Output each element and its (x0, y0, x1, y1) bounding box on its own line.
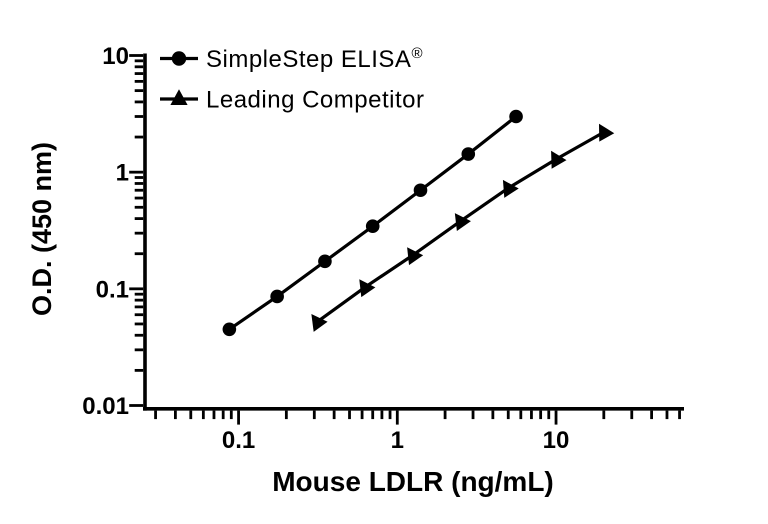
x-tick-label: 1 (391, 427, 404, 454)
circle-marker (222, 322, 237, 337)
y-axis-title: O.D. (450 nm) (27, 142, 57, 316)
y-tick-label: 10 (102, 43, 129, 70)
ticks (129, 54, 681, 425)
triangle-marker (454, 213, 471, 232)
tick-labels: 0.1 1 10 10 1 0.1 0.01 (82, 43, 569, 454)
triangle-marker (502, 179, 519, 198)
legend-label-text: SimpleStep ELISA (206, 46, 411, 73)
triangle-marker (551, 150, 567, 169)
series-simplestep-elisa (222, 109, 523, 337)
y-tick-label: 1 (116, 160, 129, 187)
legend-label-superscript: ® (411, 45, 423, 62)
legend-item-leading-competitor: Leading Competitor (160, 87, 424, 114)
legend-item-simplestep-elisa: SimpleStep ELISA® (160, 45, 423, 73)
circle-marker (413, 183, 428, 198)
legend: SimpleStep ELISA® Leading Competitor (160, 45, 424, 114)
legend-label: Leading Competitor (206, 87, 424, 114)
series-leading-competitor (311, 123, 615, 332)
triangle-marker (170, 89, 188, 105)
circle-marker (509, 109, 523, 124)
axes (143, 53, 684, 411)
triangle-marker (359, 279, 376, 298)
triangle-marker (598, 123, 615, 142)
legend-label: SimpleStep ELISA® (206, 45, 423, 73)
circle-marker (270, 289, 284, 304)
x-tick-label: 0.1 (222, 427, 255, 454)
legend-label-text: Leading Competitor (206, 87, 424, 114)
circle-marker (171, 51, 187, 66)
x-tick-label: 10 (543, 427, 570, 454)
x-axis-title: Mouse LDLR (ng/mL) (272, 466, 554, 497)
triangle-marker (311, 314, 328, 332)
y-tick-label: 0.1 (96, 276, 129, 303)
circle-marker (318, 254, 332, 269)
circle-marker (365, 219, 380, 234)
triangle-marker (407, 247, 424, 266)
y-tick-label: 0.01 (82, 393, 129, 420)
circle-marker (461, 147, 476, 161)
